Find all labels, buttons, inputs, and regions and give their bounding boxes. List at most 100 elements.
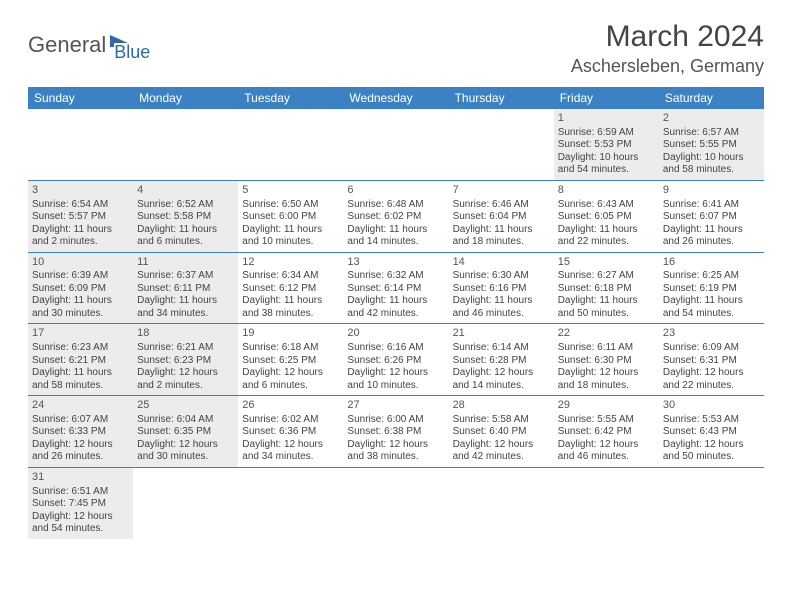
sunset-text: Sunset: 6:16 PM	[453, 283, 550, 296]
day-cell: 31Sunrise: 6:51 AMSunset: 7:45 PMDayligh…	[28, 468, 133, 539]
day-number: 13	[347, 256, 444, 270]
day-cell: 13Sunrise: 6:32 AMSunset: 6:14 PMDayligh…	[343, 253, 448, 324]
sunset-text: Sunset: 6:21 PM	[32, 355, 129, 368]
day-number: 25	[137, 399, 234, 413]
month-title: March 2024	[571, 20, 764, 54]
day-cell: 7Sunrise: 6:46 AMSunset: 6:04 PMDaylight…	[449, 181, 554, 252]
empty-cell	[449, 109, 554, 180]
day-cell: 18Sunrise: 6:21 AMSunset: 6:23 PMDayligh…	[133, 324, 238, 395]
day-cell: 2Sunrise: 6:57 AMSunset: 5:55 PMDaylight…	[659, 109, 764, 180]
daylight2-text: and 34 minutes.	[137, 308, 234, 321]
daylight2-text: and 22 minutes.	[663, 380, 760, 393]
daylight2-text: and 38 minutes.	[242, 308, 339, 321]
sunset-text: Sunset: 6:02 PM	[347, 211, 444, 224]
daylight2-text: and 6 minutes.	[137, 236, 234, 249]
empty-cell	[343, 468, 448, 539]
sunset-text: Sunset: 6:05 PM	[558, 211, 655, 224]
sunrise-text: Sunrise: 6:50 AM	[242, 199, 339, 212]
empty-cell	[28, 109, 133, 180]
day-cell: 20Sunrise: 6:16 AMSunset: 6:26 PMDayligh…	[343, 324, 448, 395]
weekday-header: Thursday	[449, 87, 554, 109]
day-cell: 10Sunrise: 6:39 AMSunset: 6:09 PMDayligh…	[28, 253, 133, 324]
sunrise-text: Sunrise: 6:54 AM	[32, 199, 129, 212]
daylight2-text: and 50 minutes.	[663, 451, 760, 464]
day-number: 8	[558, 184, 655, 198]
sunrise-text: Sunrise: 6:51 AM	[32, 486, 129, 499]
daylight2-text: and 42 minutes.	[453, 451, 550, 464]
daylight1-text: Daylight: 12 hours	[453, 367, 550, 380]
week-row: 10Sunrise: 6:39 AMSunset: 6:09 PM Dayligh…	[28, 253, 764, 325]
day-cell: 17Sunrise: 6:23 AMSunset: 6:21 PMDayligh…	[28, 324, 133, 395]
logo: General Blue	[28, 20, 150, 63]
sunrise-text: Sunrise: 6:09 AM	[663, 342, 760, 355]
day-number: 7	[453, 184, 550, 198]
sunset-text: Sunset: 6:36 PM	[242, 426, 339, 439]
weekday-header: Saturday	[659, 87, 764, 109]
day-number: 26	[242, 399, 339, 413]
sunset-text: Sunset: 5:58 PM	[137, 211, 234, 224]
empty-cell	[659, 468, 764, 539]
daylight2-text: and 30 minutes.	[32, 308, 129, 321]
sunset-text: Sunset: 5:57 PM	[32, 211, 129, 224]
daylight2-text: and 18 minutes.	[453, 236, 550, 249]
sunrise-text: Sunrise: 6:25 AM	[663, 270, 760, 283]
daylight2-text: and 34 minutes.	[242, 451, 339, 464]
daylight2-text: and 22 minutes.	[558, 236, 655, 249]
daylight1-text: Daylight: 11 hours	[453, 295, 550, 308]
daylight1-text: Daylight: 11 hours	[663, 295, 760, 308]
daylight2-text: and 2 minutes.	[32, 236, 129, 249]
logo-word-2: Blue	[114, 26, 150, 63]
day-cell: 22Sunrise: 6:11 AMSunset: 6:30 PMDayligh…	[554, 324, 659, 395]
daylight1-text: Daylight: 11 hours	[347, 224, 444, 237]
title-block: March 2024 Aschersleben, Germany	[571, 20, 764, 77]
week-row: 3Sunrise: 6:54 AMSunset: 5:57 PMDaylight…	[28, 181, 764, 253]
weekday-header: Friday	[554, 87, 659, 109]
sunset-text: Sunset: 5:53 PM	[558, 139, 655, 152]
daylight2-text: and 54 minutes.	[32, 523, 129, 536]
sunset-text: Sunset: 6:23 PM	[137, 355, 234, 368]
day-cell: 8Sunrise: 6:43 AMSunset: 6:05 PMDaylight…	[554, 181, 659, 252]
daylight1-text: Daylight: 11 hours	[663, 224, 760, 237]
daylight2-text: and 10 minutes.	[242, 236, 339, 249]
daylight2-text: and 26 minutes.	[32, 451, 129, 464]
location-subtitle: Aschersleben, Germany	[571, 56, 764, 77]
daylight2-text: and 54 minutes.	[558, 164, 655, 177]
sunset-text: Sunset: 6:14 PM	[347, 283, 444, 296]
day-cell: 9Sunrise: 6:41 AMSunset: 6:07 PMDaylight…	[659, 181, 764, 252]
week-row: 1Sunrise: 6:59 AMSunset: 5:53 PMDaylight…	[28, 109, 764, 181]
weekday-header: Wednesday	[343, 87, 448, 109]
day-number: 20	[347, 327, 444, 341]
sunrise-text: Sunrise: 6:07 AM	[32, 414, 129, 427]
day-number: 31	[32, 471, 129, 485]
empty-cell	[133, 468, 238, 539]
daylight1-text: Daylight: 11 hours	[137, 224, 234, 237]
day-number: 10	[32, 256, 129, 270]
day-number: 14	[453, 256, 550, 270]
sunrise-text: Sunrise: 6:18 AM	[242, 342, 339, 355]
daylight1-text: Daylight: 12 hours	[558, 367, 655, 380]
day-cell: 16Sunrise: 6:25 AMSunset: 6:19 PMDayligh…	[659, 253, 764, 324]
daylight1-text: Daylight: 12 hours	[453, 439, 550, 452]
sunset-text: Sunset: 6:00 PM	[242, 211, 339, 224]
day-cell: 14Sunrise: 6:30 AMSunset: 6:16 PMDayligh…	[449, 253, 554, 324]
daylight2-text: and 50 minutes.	[558, 308, 655, 321]
sunrise-text: Sunrise: 6:16 AM	[347, 342, 444, 355]
sunrise-text: Sunrise: 6:21 AM	[137, 342, 234, 355]
daylight1-text: Daylight: 12 hours	[137, 439, 234, 452]
sunset-text: Sunset: 6:09 PM	[32, 283, 129, 296]
logo-word-1: General	[28, 32, 106, 58]
sunrise-text: Sunrise: 6:39 AM	[32, 270, 129, 283]
day-number: 17	[32, 327, 129, 341]
sunset-text: Sunset: 6:35 PM	[137, 426, 234, 439]
daylight2-text: and 58 minutes.	[663, 164, 760, 177]
daylight2-text: and 30 minutes.	[137, 451, 234, 464]
calendar-table: SundayMondayTuesdayWednesdayThursdayFrid…	[28, 87, 764, 539]
day-number: 23	[663, 327, 760, 341]
sunset-text: Sunset: 6:26 PM	[347, 355, 444, 368]
sunrise-text: Sunrise: 5:55 AM	[558, 414, 655, 427]
day-number: 4	[137, 184, 234, 198]
sunrise-text: Sunrise: 6:46 AM	[453, 199, 550, 212]
sunrise-text: Sunrise: 6:00 AM	[347, 414, 444, 427]
day-cell: 24Sunrise: 6:07 AMSunset: 6:33 PMDayligh…	[28, 396, 133, 467]
daylight2-text: and 58 minutes.	[32, 380, 129, 393]
